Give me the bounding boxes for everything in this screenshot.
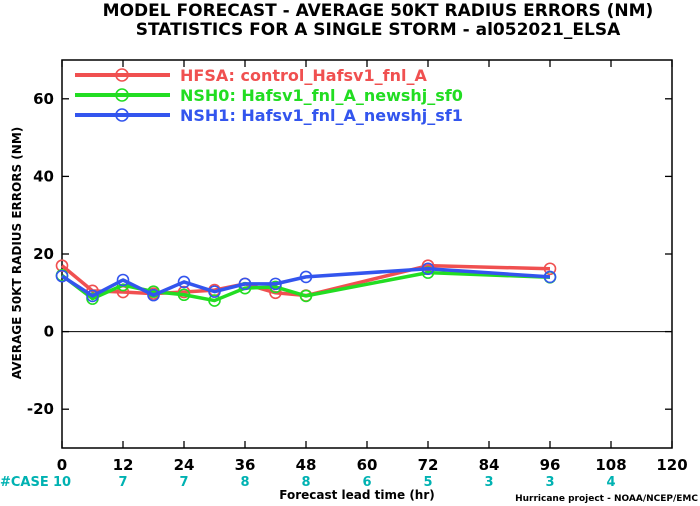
case-count: 8: [240, 475, 249, 490]
case-count: 10: [53, 475, 71, 490]
data-point: [208, 294, 221, 307]
y-tick-label: 40: [33, 167, 54, 185]
x-tick-label: 0: [57, 456, 67, 474]
x-tick-label: 120: [656, 456, 687, 474]
chart-title-line1: MODEL FORECAST - AVERAGE 50KT RADIUS ERR…: [103, 1, 654, 21]
x-tick-label: 36: [235, 456, 256, 474]
data-point: [116, 273, 130, 287]
data-point: [86, 289, 99, 303]
x-axis-label: Forecast lead time (hr): [279, 488, 435, 502]
y-tick-label: 0: [44, 323, 54, 341]
case-count: 6: [362, 475, 371, 490]
data-point: [543, 262, 557, 276]
legend-marker-1: [115, 68, 129, 82]
data-point: [299, 289, 313, 303]
data-point: [543, 270, 557, 284]
legend-label-3: NSH1: Hafsv1_fnl_A_newshj_sf1: [180, 106, 463, 125]
y-tick-label: 60: [33, 90, 54, 108]
data-point: [299, 270, 313, 284]
case-label: #CASE: [0, 475, 49, 490]
x-tick-label: 108: [595, 456, 626, 474]
data-point: [55, 269, 69, 283]
x-tick-label: 60: [357, 456, 378, 474]
legend-label-1: HFSA: control_Hafsv1_fnl_A: [180, 66, 427, 85]
case-count: 7: [118, 475, 127, 490]
y-tick-label: -20: [27, 400, 54, 418]
x-tick-label: 12: [113, 456, 134, 474]
legend-label-2: NSH0: Hafsv1_fnl_A_newshj_sf0: [180, 86, 463, 105]
x-tick-label: 72: [418, 456, 439, 474]
data-point: [147, 288, 160, 302]
x-tick-label: 96: [540, 456, 561, 474]
legend-marker-2: [115, 88, 129, 102]
data-point: [208, 285, 221, 298]
x-tick-label: 84: [479, 456, 500, 474]
case-count: 5: [423, 475, 432, 490]
case-count: 4: [606, 475, 615, 490]
case-count: 7: [179, 475, 188, 490]
x-tick-label: 24: [174, 456, 195, 474]
data-point: [269, 280, 282, 294]
chart-title-line2: STATISTICS FOR A SINGLE STORM - al052021…: [136, 20, 621, 40]
credit-text: Hurricane project - NOAA/NCEP/EMC: [515, 494, 698, 504]
y-axis-label: AVERAGE 50KT RADIUS ERRORS (NM): [10, 127, 24, 379]
case-count: 3: [545, 475, 554, 490]
series-line-3: [61, 266, 551, 298]
data-point: [238, 277, 252, 291]
legend-marker-3: [115, 108, 129, 122]
data-point: [177, 275, 191, 289]
series-line-2: [60, 270, 551, 303]
data-point: [421, 262, 435, 276]
data-point: [269, 277, 282, 291]
case-count: 3: [484, 475, 493, 490]
case-count: 8: [301, 475, 310, 490]
data-point: [177, 288, 191, 302]
y-tick-label: 20: [33, 245, 54, 263]
x-tick-label: 48: [296, 456, 317, 474]
